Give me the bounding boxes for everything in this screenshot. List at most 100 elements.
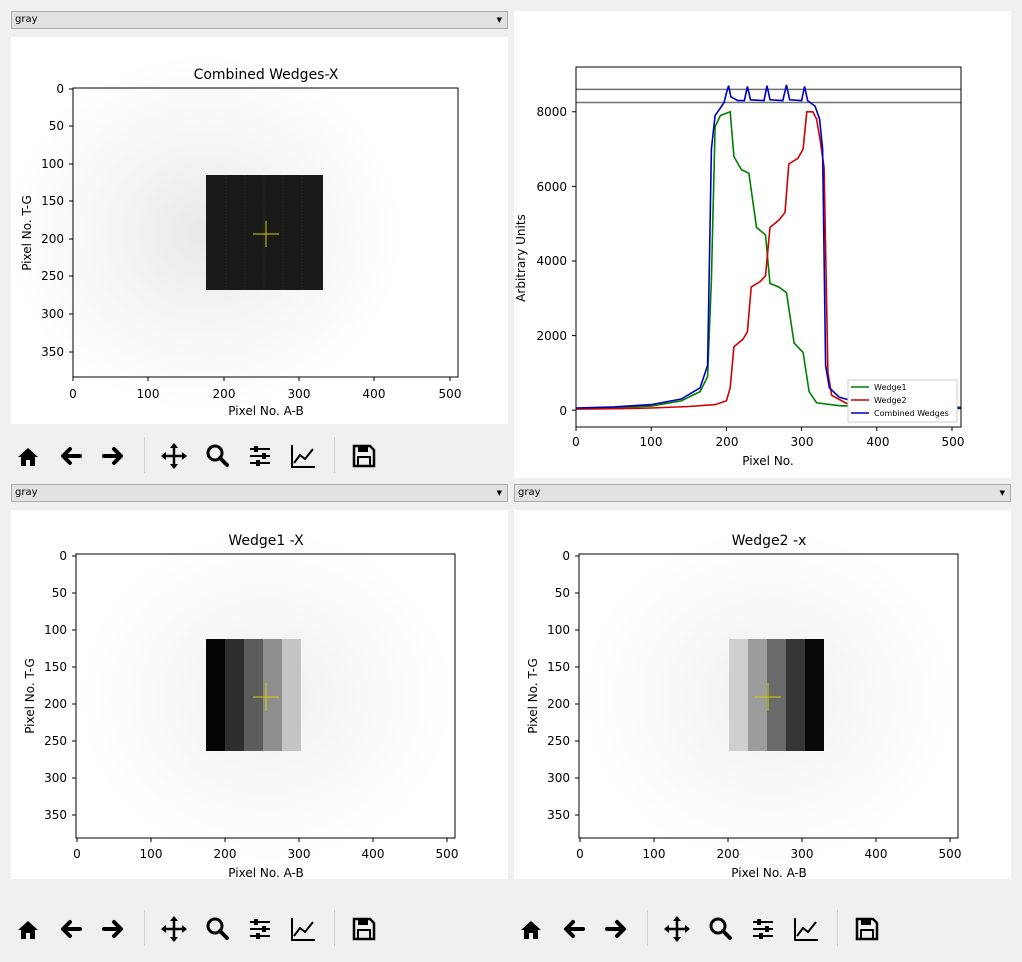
- dropdown-arrow-icon: ▼: [496, 16, 502, 24]
- forward-button[interactable]: [98, 441, 128, 471]
- series-line-wedge2: [575, 111, 962, 410]
- forward-button[interactable]: [601, 914, 631, 944]
- toolbar-separator: [647, 910, 648, 946]
- y-tick-label: 150: [547, 660, 570, 674]
- dropdown-arrow-icon: ▼: [496, 489, 502, 497]
- crosshair-marker: [755, 683, 781, 711]
- edit-axis-icon: [794, 918, 818, 941]
- wedge2-steps: [729, 639, 824, 751]
- plot-frame: [75, 553, 456, 839]
- configure-subplots-button[interactable]: [748, 914, 778, 944]
- crosshair-marker: [253, 221, 279, 247]
- save-button[interactable]: [349, 441, 379, 471]
- back-button[interactable]: [56, 914, 86, 944]
- plot-frame: [575, 66, 962, 428]
- back-button[interactable]: [56, 441, 86, 471]
- x-axis-label: Pixel No.: [742, 454, 794, 468]
- x-axis-label: Pixel No. A-B: [228, 866, 303, 879]
- plot-title: Wedge2 -x: [732, 533, 807, 549]
- x-tick-label: 0: [572, 435, 580, 449]
- x-tick-label: 100: [640, 435, 663, 449]
- y-tick-label: 200: [44, 697, 67, 711]
- image-canvas-wedge1[interactable]: Wedge1 -X Pixel No. A-B Pixel No. T-G 0 …: [11, 510, 508, 880]
- x-tick-label: 300: [791, 847, 814, 861]
- back-arrow-icon: [61, 447, 82, 465]
- x-tick-label: 300: [288, 847, 311, 861]
- y-tick-label: 100: [44, 623, 67, 637]
- back-button[interactable]: [559, 914, 589, 944]
- edit-axis-icon: [291, 445, 315, 468]
- x-tick-label: 300: [288, 387, 311, 401]
- pan-button[interactable]: [662, 914, 692, 944]
- y-tick-label: 300: [44, 771, 67, 785]
- toolbar-separator: [334, 437, 335, 473]
- x-tick-label: 500: [436, 847, 459, 861]
- home-button[interactable]: [13, 441, 43, 471]
- x-tick-label: 0: [576, 847, 584, 861]
- save-button[interactable]: [349, 914, 379, 944]
- y-tick-label: 150: [44, 660, 67, 674]
- image-plot-wedge1: Wedge1 -X Pixel No. A-B Pixel No. T-G 0 …: [23, 527, 459, 880]
- image-plot-wedge2: Wedge2 -x Pixel No. A-B Pixel No. T-G 0 …: [526, 527, 961, 880]
- y-tick-label: 50: [49, 119, 64, 133]
- home-button[interactable]: [516, 914, 546, 944]
- edit-axis-button[interactable]: [791, 914, 821, 944]
- forward-button[interactable]: [98, 914, 128, 944]
- toolbar-separator: [144, 437, 145, 473]
- plot-frame: [578, 553, 959, 839]
- x-tick-label: 200: [716, 435, 739, 449]
- navigation-toolbar: [514, 908, 1011, 948]
- y-tick-label: 0: [56, 82, 64, 96]
- zoom-button[interactable]: [705, 914, 735, 944]
- colormap-select[interactable]: gray ▼: [514, 484, 1011, 502]
- plot-title: Wedge1 -X: [228, 533, 304, 549]
- x-tick-label: 100: [137, 387, 160, 401]
- edit-axis-button[interactable]: [288, 441, 318, 471]
- colormap-select-value: gray: [518, 487, 541, 498]
- legend-label: Wedge2: [874, 396, 907, 405]
- edit-axis-icon: [291, 918, 315, 941]
- y-axis-label: Pixel No. T-G: [20, 195, 34, 271]
- x-tick-label: 500: [439, 387, 462, 401]
- y-axis-label: Pixel No. T-G: [526, 658, 540, 734]
- image-canvas-combined[interactable]: Combined Wedges-X Pixel No. A-B Pixel No…: [5, 37, 508, 424]
- save-floppy-icon: [352, 444, 376, 468]
- x-tick-label: 200: [213, 387, 236, 401]
- toolbar-separator: [837, 910, 838, 946]
- legend: Wedge1 Wedge2 Combined Wedges: [847, 379, 958, 423]
- home-icon: [18, 448, 38, 466]
- x-tick-label: 400: [362, 847, 385, 861]
- y-tick-label: 8000: [536, 105, 567, 119]
- zoom-button[interactable]: [202, 441, 232, 471]
- y-axis-label: Arbitrary Units: [514, 214, 528, 302]
- y-tick-label: 250: [41, 269, 64, 283]
- configure-subplots-icon: [753, 919, 773, 939]
- pan-button[interactable]: [159, 914, 189, 944]
- configure-subplots-button[interactable]: [245, 914, 275, 944]
- y-tick-label: 50: [555, 586, 570, 600]
- profile-canvas[interactable]: Pixel No. Arbitrary Units 0 100 200 300 …: [514, 11, 1011, 478]
- profile-plot-area: [572, 66, 962, 431]
- y-tick-label: 250: [44, 734, 67, 748]
- colormap-select-value: gray: [15, 14, 38, 25]
- y-axis-label: Pixel No. T-G: [23, 658, 37, 734]
- save-button[interactable]: [852, 914, 882, 944]
- colormap-select[interactable]: gray ▼: [11, 484, 508, 502]
- y-tick-label: 100: [41, 157, 64, 171]
- x-tick-label: 100: [140, 847, 163, 861]
- home-button[interactable]: [13, 914, 43, 944]
- toolbar-separator: [334, 910, 335, 946]
- colormap-select[interactable]: gray ▼: [11, 11, 508, 29]
- toolbar-separator: [144, 910, 145, 946]
- y-tick-label: 350: [41, 345, 64, 359]
- image-canvas-wedge2[interactable]: Wedge2 -x Pixel No. A-B Pixel No. T-G 0 …: [514, 510, 1011, 880]
- pan-button[interactable]: [159, 441, 189, 471]
- x-tick-label: 200: [214, 847, 237, 861]
- configure-subplots-button[interactable]: [245, 441, 275, 471]
- y-tick-label: 4000: [536, 254, 567, 268]
- zoom-button[interactable]: [202, 914, 232, 944]
- x-axis-label: Pixel No. A-B: [228, 404, 303, 418]
- edit-axis-button[interactable]: [288, 914, 318, 944]
- y-tick-label: 200: [547, 697, 570, 711]
- x-tick-label: 0: [69, 387, 77, 401]
